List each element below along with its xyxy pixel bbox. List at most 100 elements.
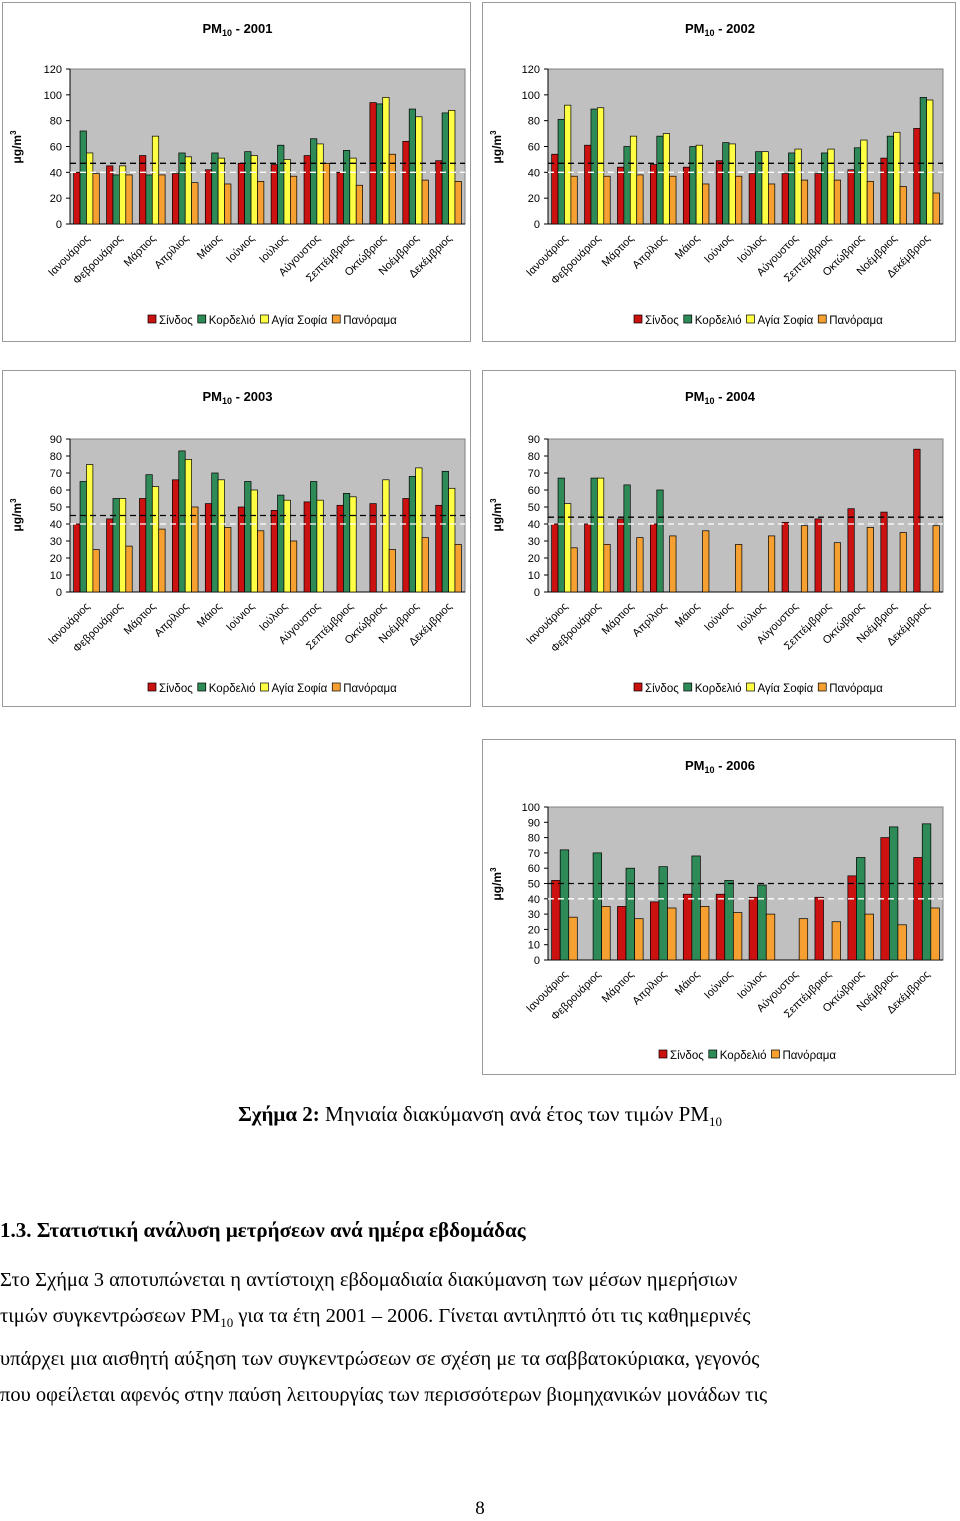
bar bbox=[625, 867, 635, 961]
bar bbox=[853, 147, 862, 225]
bar bbox=[667, 907, 677, 961]
paragraph-line-1: Στο Σχήμα 3 αποτυπώνεται η αντίστοιχη εβ… bbox=[0, 1269, 738, 1291]
figure-caption-subscript: 10 bbox=[708, 1114, 722, 1130]
bar bbox=[250, 489, 258, 593]
x-tick-label: Ιούνιος bbox=[702, 969, 735, 1002]
legend-label: Αγία Σοφία bbox=[271, 683, 327, 695]
legend-swatch bbox=[197, 682, 207, 692]
bar bbox=[755, 151, 763, 225]
bar bbox=[283, 499, 291, 593]
chart-title: PM10 - 2003 bbox=[203, 389, 273, 406]
paragraph-line-2-end: για τα έτη 2001 – 2006. Γίνεται αντιληπτ… bbox=[233, 1305, 751, 1327]
bar bbox=[864, 913, 874, 961]
plot-area bbox=[547, 68, 944, 225]
chart-title-year: - 2001 bbox=[232, 21, 272, 36]
bar bbox=[913, 128, 921, 225]
bar bbox=[781, 173, 789, 225]
bar bbox=[355, 184, 363, 225]
bar bbox=[592, 852, 603, 961]
legend-label: Πανόραμα bbox=[829, 683, 883, 695]
bar bbox=[590, 108, 598, 225]
y-tick-label: 70 bbox=[50, 468, 62, 480]
bar bbox=[184, 459, 192, 593]
legend-swatch bbox=[658, 1049, 668, 1059]
bar bbox=[584, 523, 592, 593]
chart-title-year: - 2002 bbox=[715, 21, 755, 36]
bar bbox=[926, 99, 934, 225]
x-tick-label: Μάιος bbox=[195, 233, 224, 262]
bar bbox=[303, 155, 311, 225]
legend-swatch bbox=[331, 682, 341, 692]
legend-swatch bbox=[817, 682, 827, 692]
bar bbox=[913, 857, 923, 961]
y-tick-label: 30 bbox=[528, 909, 540, 921]
y-axis-label: μg/m3 bbox=[9, 130, 24, 164]
legend-swatch bbox=[683, 682, 693, 692]
legend-label: Αγία Σοφία bbox=[757, 315, 813, 327]
bar bbox=[702, 530, 710, 593]
legend-swatch bbox=[771, 1049, 780, 1059]
bar bbox=[244, 481, 252, 593]
chart-title-subscript: 10 bbox=[705, 28, 715, 38]
bar bbox=[765, 913, 776, 961]
y-tick-label: 100 bbox=[522, 90, 540, 102]
y-tick-label: 80 bbox=[50, 451, 62, 463]
bar bbox=[597, 107, 605, 225]
bar bbox=[893, 131, 901, 225]
y-tick-label: 60 bbox=[528, 142, 540, 154]
bar bbox=[250, 155, 258, 225]
bar bbox=[748, 896, 759, 961]
chart-pm10-2001: PM10 - 2001020406080100120μg/m3Ιανουάριο… bbox=[9, 21, 466, 327]
bar bbox=[735, 544, 743, 593]
chart-pm10-2006: PM10 - 20060102030405060708090100μg/m3Ια… bbox=[489, 758, 944, 1062]
bar bbox=[899, 186, 907, 225]
x-tick-label: Ιούνιος bbox=[224, 233, 257, 266]
y-axis-label-superscript: 3 bbox=[489, 498, 498, 503]
bar bbox=[204, 169, 213, 225]
y-tick-label: 80 bbox=[528, 451, 540, 463]
y-tick-label: 100 bbox=[522, 802, 540, 814]
bar bbox=[603, 544, 611, 593]
legend-label: Πανόραμα bbox=[782, 1050, 836, 1062]
bar bbox=[224, 183, 232, 225]
chart-title-main: PM bbox=[203, 389, 223, 404]
chart-title-subscript: 10 bbox=[222, 396, 232, 406]
y-tick-label: 40 bbox=[50, 167, 62, 179]
legend-swatch bbox=[260, 314, 269, 324]
chart-title-subscript: 10 bbox=[705, 765, 715, 775]
bar bbox=[415, 116, 423, 225]
bar bbox=[768, 535, 776, 593]
y-tick-label: 90 bbox=[528, 434, 540, 446]
x-tick-label: Απρίλιος bbox=[630, 969, 669, 1008]
bar bbox=[888, 826, 899, 961]
bar bbox=[402, 140, 410, 225]
y-tick-label: 120 bbox=[44, 64, 62, 76]
bar bbox=[695, 144, 703, 225]
bar bbox=[656, 489, 664, 593]
chart-title-year: - 2006 bbox=[715, 758, 755, 773]
bar bbox=[343, 493, 351, 593]
bar bbox=[369, 503, 377, 593]
bar bbox=[415, 467, 423, 593]
y-tick-label: 80 bbox=[528, 116, 540, 128]
bar bbox=[112, 174, 120, 225]
y-tick-label: 50 bbox=[528, 879, 540, 891]
bar bbox=[408, 108, 416, 225]
chart-title-year: - 2003 bbox=[232, 389, 272, 404]
bar bbox=[768, 183, 776, 225]
bar bbox=[270, 164, 278, 225]
y-tick-label: 80 bbox=[50, 116, 62, 128]
bar bbox=[349, 157, 357, 225]
bar bbox=[106, 165, 114, 225]
legend-label: Αγία Σοφία bbox=[271, 315, 327, 327]
legend-label: Αγία Σοφία bbox=[757, 683, 813, 695]
y-tick-label: 10 bbox=[528, 570, 540, 582]
y-tick-label: 60 bbox=[50, 485, 62, 497]
bar bbox=[290, 540, 298, 593]
bar bbox=[349, 496, 357, 593]
figure-caption-label: Σχήμα 2: bbox=[238, 1102, 320, 1126]
bar bbox=[724, 880, 734, 961]
bar bbox=[172, 479, 180, 593]
bar bbox=[913, 448, 921, 593]
bar bbox=[316, 143, 324, 225]
